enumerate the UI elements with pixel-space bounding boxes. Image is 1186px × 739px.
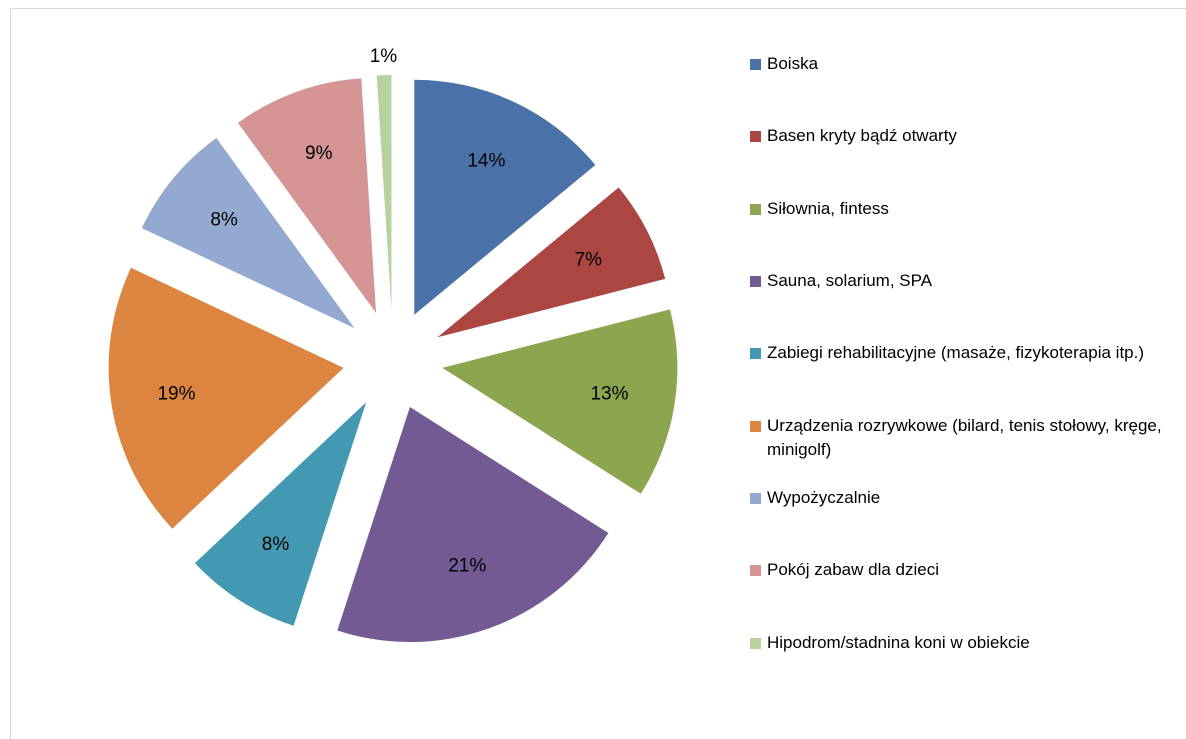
data-label: 8%: [262, 534, 290, 555]
legend-item: Basen kryty bądź otwarty: [750, 124, 1170, 148]
legend-item: Wypożyczalnie: [750, 486, 1170, 510]
pie-slice: [337, 407, 609, 643]
legend-label: Hipodrom/stadnina koni w obiekcie: [767, 633, 1030, 652]
legend-swatch: [750, 59, 761, 70]
legend-label: Zabiegi rehabilitacyjne (masaże, fizykot…: [767, 343, 1145, 362]
legend-item: Boiska: [750, 52, 1170, 76]
legend-item: Pokój zabaw dla dzieci: [750, 558, 1170, 582]
pie-slice: [442, 309, 678, 494]
pie-slice: [376, 75, 392, 311]
data-label: 7%: [575, 250, 603, 271]
legend-item: Urządzenia rozrywkowe (bilard, tenis sto…: [750, 414, 1170, 462]
pie-slice: [437, 187, 666, 338]
data-label: 14%: [467, 151, 505, 172]
legend-label: Siłownia, fintess: [767, 199, 889, 218]
legend-swatch: [750, 421, 761, 432]
chart-frame: [10, 8, 1186, 739]
legend-swatch: [750, 565, 761, 576]
data-label: 1%: [370, 46, 398, 67]
data-label: 8%: [210, 209, 238, 230]
legend-label: Urządzenia rozrywkowe (bilard, tenis sto…: [767, 416, 1162, 459]
pie-slice: [141, 138, 355, 329]
legend-item: Sauna, solarium, SPA: [750, 269, 1170, 293]
data-label: 13%: [590, 383, 628, 404]
legend-item: Hipodrom/stadnina koni w obiekcie: [750, 631, 1170, 655]
data-label: 19%: [157, 383, 195, 404]
data-label: 21%: [448, 555, 486, 576]
legend-swatch: [750, 638, 761, 649]
legend-label: Wypożyczalnie: [767, 488, 881, 507]
pie-slice: [108, 267, 344, 529]
pie-slice: [194, 402, 367, 626]
pie-slice: [414, 79, 596, 315]
legend-swatch: [750, 348, 761, 359]
legend-swatch: [750, 493, 761, 504]
legend-swatch: [750, 204, 761, 215]
data-label: 9%: [305, 143, 333, 164]
legend-label: Pokój zabaw dla dzieci: [767, 560, 939, 579]
pie-slice: [237, 78, 377, 313]
legend-item: Zabiegi rehabilitacyjne (masaże, fizykot…: [750, 341, 1170, 365]
legend-label: Boiska: [767, 54, 819, 73]
legend-item: Siłownia, fintess: [750, 197, 1170, 221]
pie-chart: 14% 7% 13% 21% 8% 19% 8% 9% 1%: [108, 46, 678, 643]
legend-label: Sauna, solarium, SPA: [767, 271, 933, 290]
legend-swatch: [750, 131, 761, 142]
legend-swatch: [750, 276, 761, 287]
legend-label: Basen kryty bądź otwarty: [767, 126, 957, 145]
